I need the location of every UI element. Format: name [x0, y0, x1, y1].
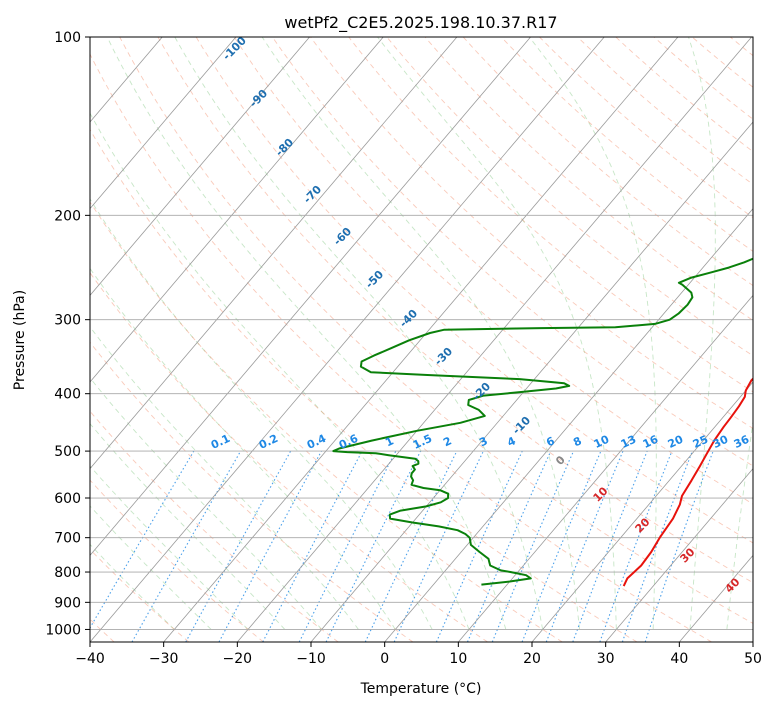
x-axis-ticks: −40 −30 −20 −10 0 10 20 30 40 50	[75, 642, 762, 667]
isotherm	[90, 37, 605, 642]
y-tick-label: 1000	[45, 622, 81, 638]
mixing-ratio-line	[545, 450, 624, 642]
x-tick-label: −10	[296, 651, 326, 667]
x-tick-label: −20	[223, 651, 253, 667]
moist-adiabat	[261, 37, 580, 630]
moist-adiabat	[90, 198, 433, 630]
dry-adiabat	[90, 410, 339, 642]
mixing-ratio-line	[185, 450, 292, 642]
dry-adiabat	[233, 37, 753, 505]
y-tick-label: 300	[54, 313, 81, 329]
moist-adiabat	[90, 423, 286, 630]
mixing-ratio-label: 36	[732, 433, 752, 451]
mixing-ratio-label: 10	[592, 433, 612, 451]
mixing-ratio-label: 25	[691, 433, 710, 451]
mixing-ratio-label: 13	[619, 433, 638, 451]
mixing-ratio-line	[298, 450, 397, 642]
chart-title: wetPf2_C2E5.2025.198.10.37.R17	[284, 13, 557, 33]
isobars	[90, 37, 753, 630]
mixing-ratio-line	[435, 450, 523, 642]
isotherm	[90, 37, 310, 296]
moist-adiabat	[90, 465, 249, 630]
moist-adiabat	[90, 505, 212, 630]
isotherm	[90, 37, 458, 470]
dry-adiabat	[119, 37, 753, 624]
isotherm	[605, 468, 753, 642]
dry-adiabat	[157, 37, 753, 584]
dry-adiabat	[424, 37, 753, 321]
moist-adiabat	[106, 37, 507, 630]
y-tick-label: 600	[54, 491, 81, 507]
isotherm	[458, 294, 753, 642]
isotherm	[90, 37, 531, 556]
mixing-ratio-line	[466, 450, 552, 642]
y-tick-label: 700	[54, 531, 81, 547]
x-axis-label: Temperature (°C)	[360, 681, 482, 697]
mixing-ratio-label: 30	[711, 433, 731, 451]
x-tick-label: −40	[75, 651, 105, 667]
dry-adiabat	[90, 128, 638, 642]
mixing-ratio-line	[521, 450, 602, 642]
x-tick-label: 40	[670, 651, 688, 667]
dry-adiabat	[90, 53, 712, 642]
moist-adiabat	[90, 112, 470, 630]
x-tick-label: 50	[744, 651, 762, 667]
y-tick-label: 100	[54, 30, 81, 46]
dry-adiabat	[90, 272, 488, 642]
dry-adiabat	[90, 479, 264, 642]
isotherm	[90, 37, 237, 210]
y-tick-label: 800	[54, 565, 81, 581]
y-axis-ticks: 1000 900 800 700 600 500 400 300 200 100	[45, 30, 90, 638]
y-tick-label: 900	[54, 595, 81, 611]
dry-adiabat	[386, 37, 753, 357]
moist-adiabat	[726, 418, 753, 630]
isotherm	[310, 121, 753, 642]
moist-adiabat	[90, 377, 323, 630]
mixing-ratio-line	[325, 450, 422, 642]
y-axis-label: Pressure (hPa)	[12, 290, 28, 390]
y-tick-label: 400	[54, 387, 81, 403]
moist-adiabat	[377, 37, 617, 630]
isotherm	[90, 37, 384, 383]
dewpoint-line	[332, 257, 753, 586]
y-tick-label: 500	[54, 444, 81, 460]
mixing-ratio-line	[572, 450, 648, 642]
dry-adiabat	[90, 548, 190, 642]
mixing-ratio-line	[644, 450, 714, 642]
temperature-line	[622, 377, 753, 587]
y-tick-label: 200	[54, 208, 81, 224]
moist-adiabat	[528, 37, 657, 630]
isotherm	[163, 37, 679, 642]
x-tick-label: 30	[597, 651, 615, 667]
mixing-ratio-lines	[90, 450, 714, 642]
mixing-ratio-line	[218, 450, 322, 642]
moist-adiabats	[90, 37, 753, 630]
mixing-ratio-line	[599, 450, 673, 642]
x-tick-label: 20	[523, 651, 541, 667]
mixing-ratio-label: 16	[641, 433, 661, 451]
isotherm	[531, 381, 753, 642]
moist-adiabat	[688, 37, 716, 630]
x-tick-label: −30	[149, 651, 179, 667]
mixing-ratio-label: 20	[666, 433, 686, 451]
x-tick-label: 10	[449, 651, 467, 667]
plot-frame	[89, 36, 754, 643]
mixing-ratio-line	[621, 450, 693, 642]
moist-adiabat	[90, 326, 359, 630]
profile-lines	[332, 257, 753, 587]
dry-adiabat	[90, 201, 563, 642]
isotherm	[237, 37, 752, 642]
dry-adiabat	[310, 37, 753, 429]
x-tick-label: 0	[380, 651, 389, 667]
